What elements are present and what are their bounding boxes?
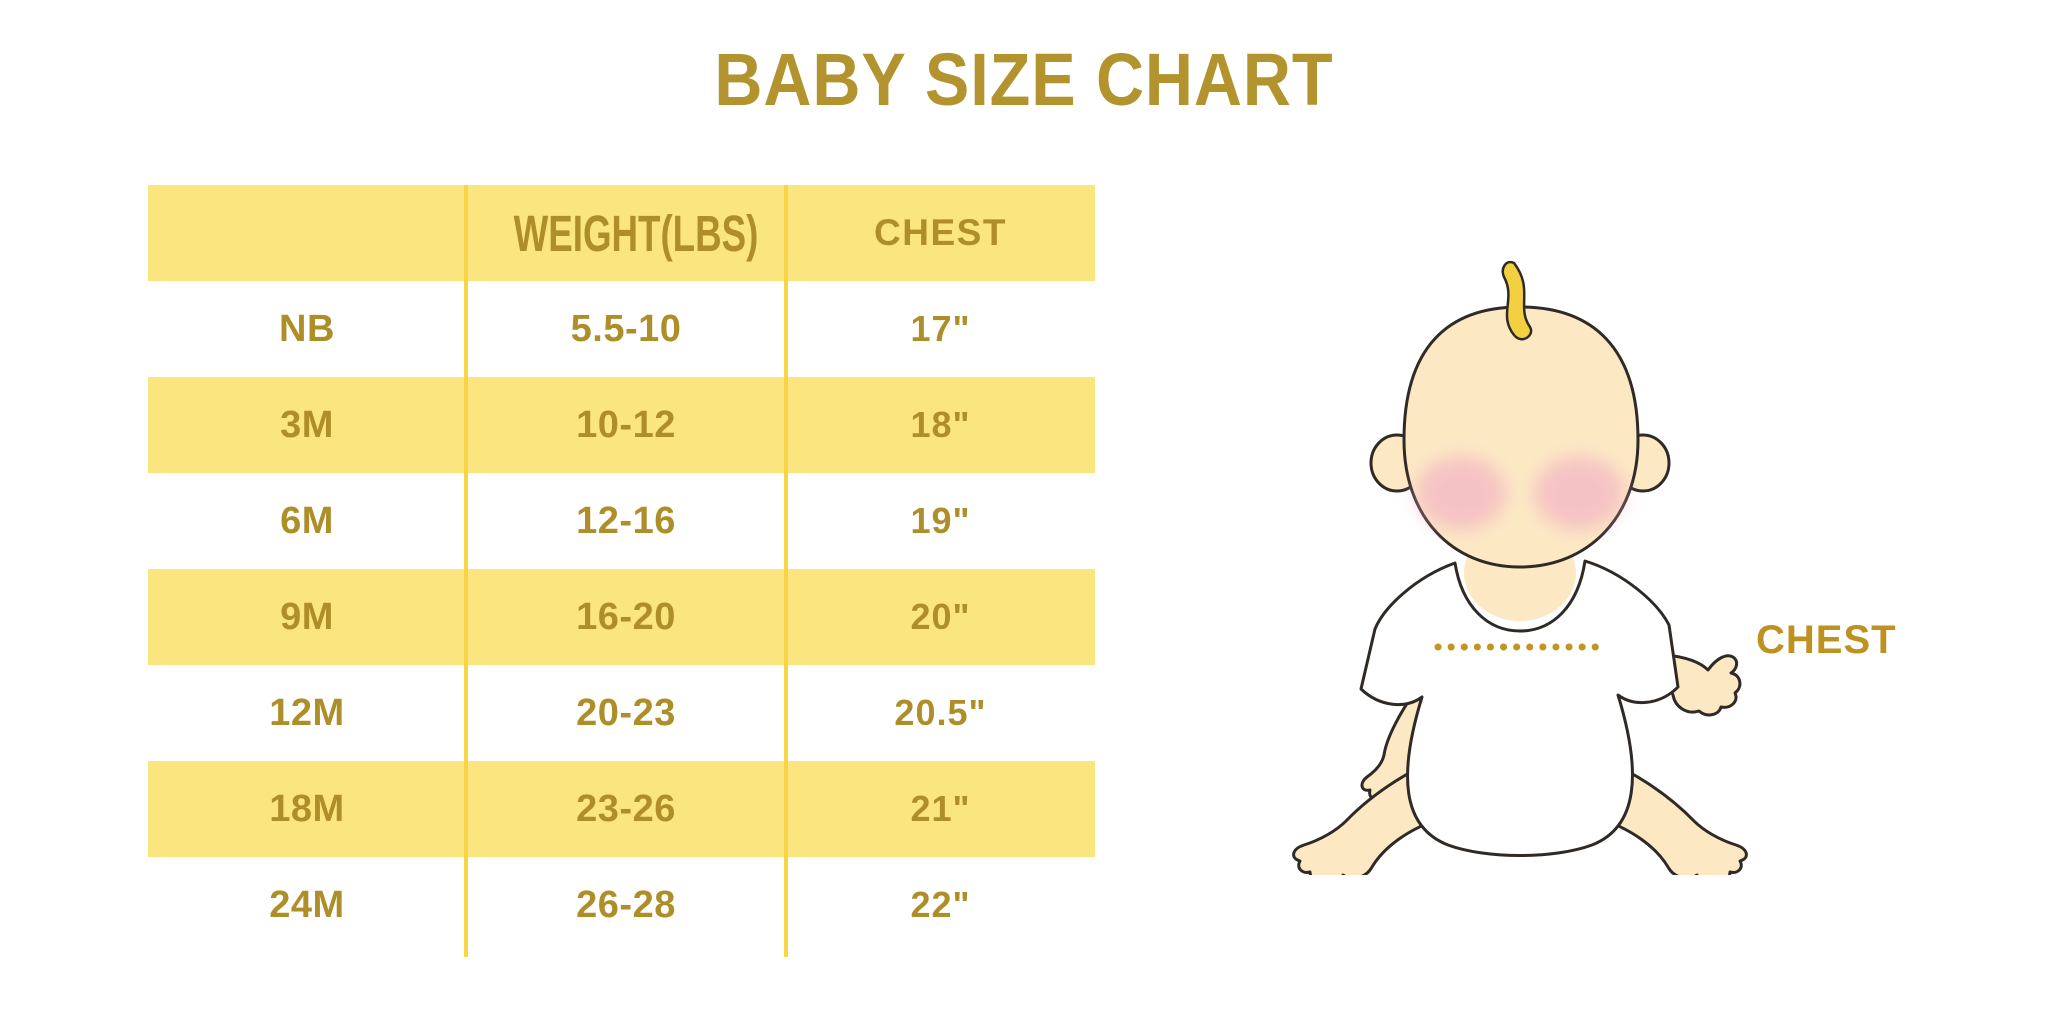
chest-cell: 22" — [910, 884, 971, 925]
weight-cell: 16-20 — [576, 595, 676, 638]
page-title-text: BABY SIZE CHART — [714, 38, 1334, 121]
weight-cell: 10-12 — [576, 403, 676, 446]
column-divider-2 — [784, 185, 788, 957]
chest-label: CHEST — [1756, 618, 1897, 662]
size-chart-table: WEIGHT(LBS) CHEST NB 5.5-10 17" 3M 10-12… — [148, 185, 1095, 957]
chest-cell: 21" — [910, 788, 971, 829]
baby-illustration: CHEST — [1248, 255, 1908, 875]
row-9m: 9M 16-20 20" — [148, 569, 1095, 665]
baby-hair-curl-icon — [1501, 260, 1533, 341]
weight-cell: 26-28 — [576, 883, 676, 926]
header-cell-weight: WEIGHT(LBS) — [466, 204, 786, 263]
header-cell-chest: CHEST — [874, 212, 1007, 253]
chest-cell: 17" — [910, 308, 971, 349]
chest-cell: 20.5" — [894, 692, 987, 733]
size-cell: 18M — [269, 787, 345, 830]
size-cell: 24M — [269, 883, 345, 926]
row-nb: NB 5.5-10 17" — [148, 281, 1095, 377]
row-24m: 24M 26-28 22" — [148, 857, 1095, 953]
size-cell: 3M — [280, 403, 334, 446]
size-cell: NB — [279, 307, 335, 350]
weight-cell: 12-16 — [576, 499, 676, 542]
row-12m: 12M 20-23 20.5" — [148, 665, 1095, 761]
baby-cheek-left — [1416, 456, 1506, 530]
baby-body-romper — [1359, 559, 1680, 857]
weight-cell: 23-26 — [576, 787, 676, 830]
weight-cell: 5.5-10 — [570, 307, 682, 350]
weight-cell: 20-23 — [576, 691, 676, 734]
size-cell: 12M — [269, 691, 345, 734]
chest-cell: 19" — [910, 500, 971, 541]
baby-head — [1402, 305, 1640, 569]
baby-arm-right-fist — [1656, 653, 1742, 717]
page-title: BABY SIZE CHART — [0, 40, 2048, 120]
chest-cell: 20" — [910, 596, 971, 637]
size-cell: 6M — [280, 499, 334, 542]
chest-cell: 18" — [910, 404, 971, 445]
baby-cheek-right — [1534, 456, 1624, 530]
column-divider-1 — [464, 185, 468, 957]
size-cell: 9M — [280, 595, 334, 638]
header-cell-weight-text: WEIGHT(LBS) — [513, 204, 759, 262]
table-header-row: WEIGHT(LBS) CHEST — [148, 185, 1095, 281]
row-18m: 18M 23-26 21" — [148, 761, 1095, 857]
row-3m: 3M 10-12 18" — [148, 377, 1095, 473]
row-6m: 6M 12-16 19" — [148, 473, 1095, 569]
